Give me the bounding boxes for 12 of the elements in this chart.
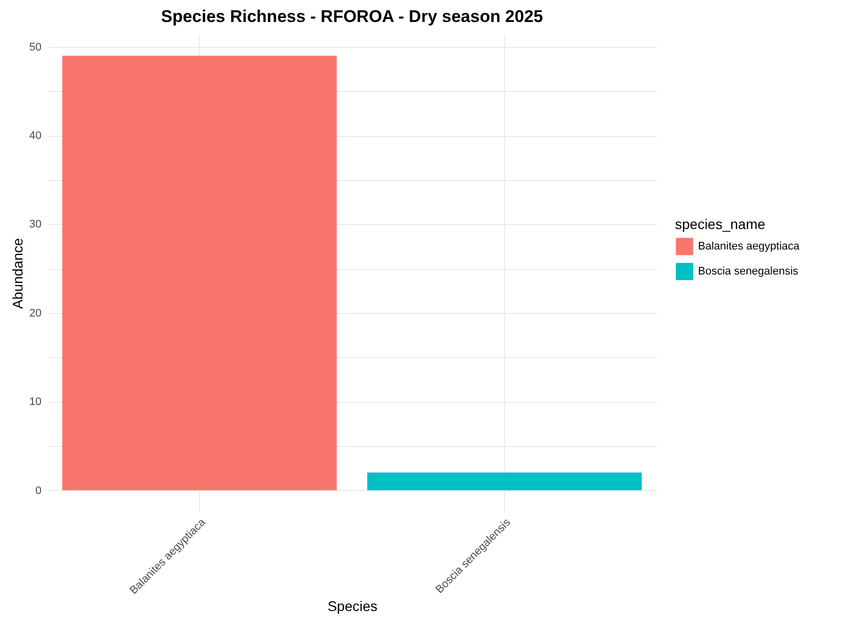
y-tick-label: 10 — [29, 396, 42, 408]
y-tick-label: 20 — [29, 307, 42, 320]
y-tick-label: 50 — [29, 41, 42, 54]
x-axis-title: Species — [328, 598, 378, 614]
y-tick-label: 30 — [29, 218, 42, 231]
chart-title: Species Richness - RFOROA - Dry season 2025 — [160, 7, 544, 26]
legend-label: Balanites aegyptiaca — [698, 240, 800, 252]
y-axis-title: Abundance — [9, 238, 26, 309]
y-tick-label: 40 — [29, 130, 42, 142]
legend-label: Boscia senegalensis — [698, 266, 799, 278]
legend-title: species_name — [675, 216, 766, 232]
y-tick-label: 0 — [35, 484, 42, 497]
